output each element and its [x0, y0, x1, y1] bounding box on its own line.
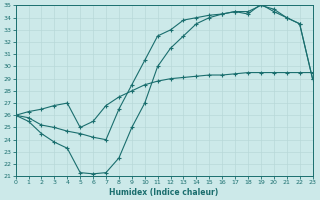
X-axis label: Humidex (Indice chaleur): Humidex (Indice chaleur)	[109, 188, 219, 197]
